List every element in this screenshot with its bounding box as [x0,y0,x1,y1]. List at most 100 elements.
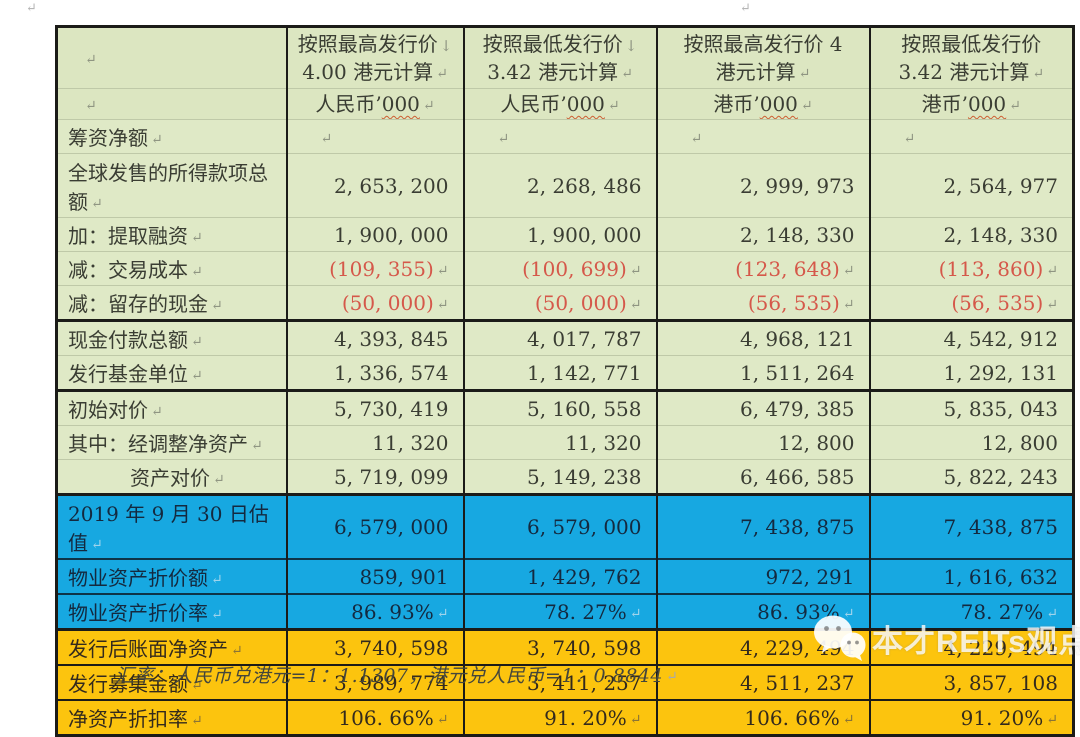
cell-value: (56, 535) [747,290,840,315]
value-cell: 6, 579, 000 [285,493,464,559]
cell-value: 6, 466, 585 [739,464,855,489]
cell-value: 5, 730, 419 [333,396,449,421]
value-cell: 12, 800 [868,425,1074,460]
value-cell: 4, 017, 787 [462,319,657,356]
cell-value: 4, 229, 494 [943,635,1058,660]
paragraph-mark: ↵ [842,605,855,622]
value-cell: 2, 653, 200 [285,153,464,218]
header-cell-col1: 按照最高发行价 ↓ 4.00 港元计算 ↵ [285,26,464,89]
paragraph-mark: ↵ [85,98,97,114]
header-corner-cell: ↵ [56,88,287,120]
value-cell: ↵ [655,119,870,154]
value-cell: 1, 900, 000 [285,217,464,252]
value-cell: 4, 393, 845 [285,319,464,356]
cell-value: 1, 900, 000 [333,222,449,247]
proceeds-table: ↵ 按照最高发行价 ↓ 4.00 港元计算 ↵ 按照最低发行价 ↓ 3.42 港元计算 ↵ 按照最… [55,25,1075,737]
table-row: 筹资净额 ↵ ↵ ↵ ↵ ↵ [56,119,1074,154]
row-label-cell: 减：留存的现金 ↵ [56,285,287,321]
cell-value: 5, 719, 099 [333,464,449,489]
table-row: 发行基金单位 ↵ 1, 336, 574 1, 142, 771 1, 511, 264… [56,355,1074,391]
cell-value: 3, 740, 598 [526,635,642,660]
line-break-mark: ↓ [439,37,453,55]
paragraph-mark: ↵ [629,605,642,622]
paragraph-mark: ↵ [629,262,642,279]
value-cell: 1, 336, 574 [285,355,464,391]
cell-value: 91. 20% [960,705,1044,730]
paragraph-mark: ↵ [436,262,449,279]
paragraph-mark: ↵ [607,98,620,114]
table-row: 加：提取融资 ↵ 1, 900, 000 1, 900, 000 2, 148, 330… [56,217,1074,252]
table-body: 筹资净额 ↵ ↵ ↵ ↵ ↵ 全球发售的所得款项总额 ↵ 2, 653, 200 2, 268, … [56,119,1074,736]
paragraph-mark: ↵ [436,66,448,82]
unit-currency: 人民币’ [315,92,382,116]
value-cell: (100, 699) ↵ [462,251,657,286]
value-cell: 12, 800 [655,425,870,460]
value-cell: ↵ [285,119,464,154]
value-cell: 6, 579, 000 [462,493,657,559]
cell-value: 3, 740, 598 [333,635,449,660]
header-unit-cell-col1: 人民币’000 ↵ [285,88,464,120]
table-row: 全球发售的所得款项总额 ↵ 2, 653, 200 2, 268, 486 2, 999… [56,153,1074,218]
cell-value: 2, 148, 330 [739,222,855,247]
value-cell: 1, 142, 771 [462,355,657,391]
paragraph-mark: ↵ [1046,262,1058,279]
header-cell-col4: 按照最低发行价 3.42 港元计算 ↵ [868,26,1074,89]
paragraph-mark: ↵ [91,537,103,553]
header-unit-cell-col4: 港币’000 ↵ [868,88,1074,120]
exchange-rate-note: 汇率：人民币兑港元=1：1.1307，港元兑人民币=1：0.8844 ↵ [115,661,1015,688]
value-cell: (56, 535) ↵ [868,285,1074,321]
paragraph-mark: ↵ [91,195,103,212]
value-cell: 5, 160, 558 [462,389,657,426]
value-cell: 5, 730, 419 [285,389,464,426]
unit-thousands: 000 [381,92,420,116]
table-row: 净资产折扣率 ↵ 106. 66% ↵ 91. 20% ↵ 106. 66% ↵ 91. 20%… [56,699,1074,736]
unit-thousands: 000 [566,92,605,116]
financial-table: ↵ 按照最高发行价 ↓ 4.00 港元计算 ↵ 按照最低发行价 ↓ 3.42 港元计算 ↵ 按照最… [55,25,1075,737]
cell-value: 5, 149, 238 [526,464,642,489]
value-cell: 1, 511, 264 [655,355,870,391]
value-cell: 2, 148, 330 [868,217,1074,252]
exchange-rate-text: 汇率：人民币兑港元=1：1.1307，港元兑人民币=1：0.8844 [115,665,663,687]
cell-value: 11, 320 [565,430,642,455]
paragraph-mark: ↵ [1046,296,1058,313]
header-line1: 按照最低发行价 [901,32,1042,56]
header-unit-cell-col2: 人民币’000 ↵ [462,88,657,120]
cell-value: 3, 411, 257 [526,670,642,695]
cell-value: (100, 699) [522,256,627,281]
table-row: 物业资产折价率 ↵ 86. 93% ↵ 78. 27% ↵ 86. 93% ↵ 78. 27% ↵ [56,593,1074,630]
header-unit-cell-col3: 港币’000 ↵ [655,88,870,120]
paragraph-mark: ↵ [191,334,203,350]
cell-value: 106. 66% [338,705,434,730]
paragraph-mark: ↵ [151,132,163,148]
cell-value: 4, 542, 912 [943,326,1058,351]
cell-value: 86. 93% [351,599,434,624]
value-cell: 2, 564, 977 [868,153,1074,218]
cell-value: 11, 320 [372,430,449,455]
cell-value: 1, 900, 000 [526,222,642,247]
value-cell: 2, 268, 486 [462,153,657,218]
paragraph-mark: ↵ [842,711,855,728]
cell-value: (113, 860) [938,256,1044,281]
cell-value: (50, 000) [534,290,627,315]
table-row: 其中：经调整净资产 ↵ 11, 320 11, 320 12, 800 12, 800 [56,425,1074,460]
row-label-cell: 资产对价 ↵ [56,459,287,495]
paragraph-mark: ↵ [151,404,163,420]
header-line2: 3.42 港元计算 ↵ [487,60,633,84]
row-label-cell: 发行后账面净资产 ↵ [56,628,287,665]
value-cell: 6, 466, 585 [655,459,870,495]
cell-value: 1, 292, 131 [943,360,1058,385]
row-label-cell: 净资产折扣率 ↵ [56,699,287,736]
cell-value: 2, 564, 977 [943,173,1058,198]
paragraph-mark: ↵ [798,66,811,82]
paragraph-mark: ↵ [320,130,333,147]
header-corner-cell: ↵ [56,26,287,89]
value-cell: 7, 438, 875 [655,493,870,559]
paragraph-mark: ↵ [436,711,449,728]
value-cell: 1, 616, 632 [868,558,1074,594]
table-row: 物业资产折价额 ↵ 859, 901 1, 429, 762 972, 291 1, 61… [56,558,1074,594]
paragraph-mark: ↵ [497,130,510,147]
cell-value: 3, 989, 774 [333,670,449,695]
paragraph-mark: ↵ [191,264,203,280]
cell-value: 7, 438, 875 [943,515,1058,539]
cell-value: 1, 336, 574 [333,360,449,385]
